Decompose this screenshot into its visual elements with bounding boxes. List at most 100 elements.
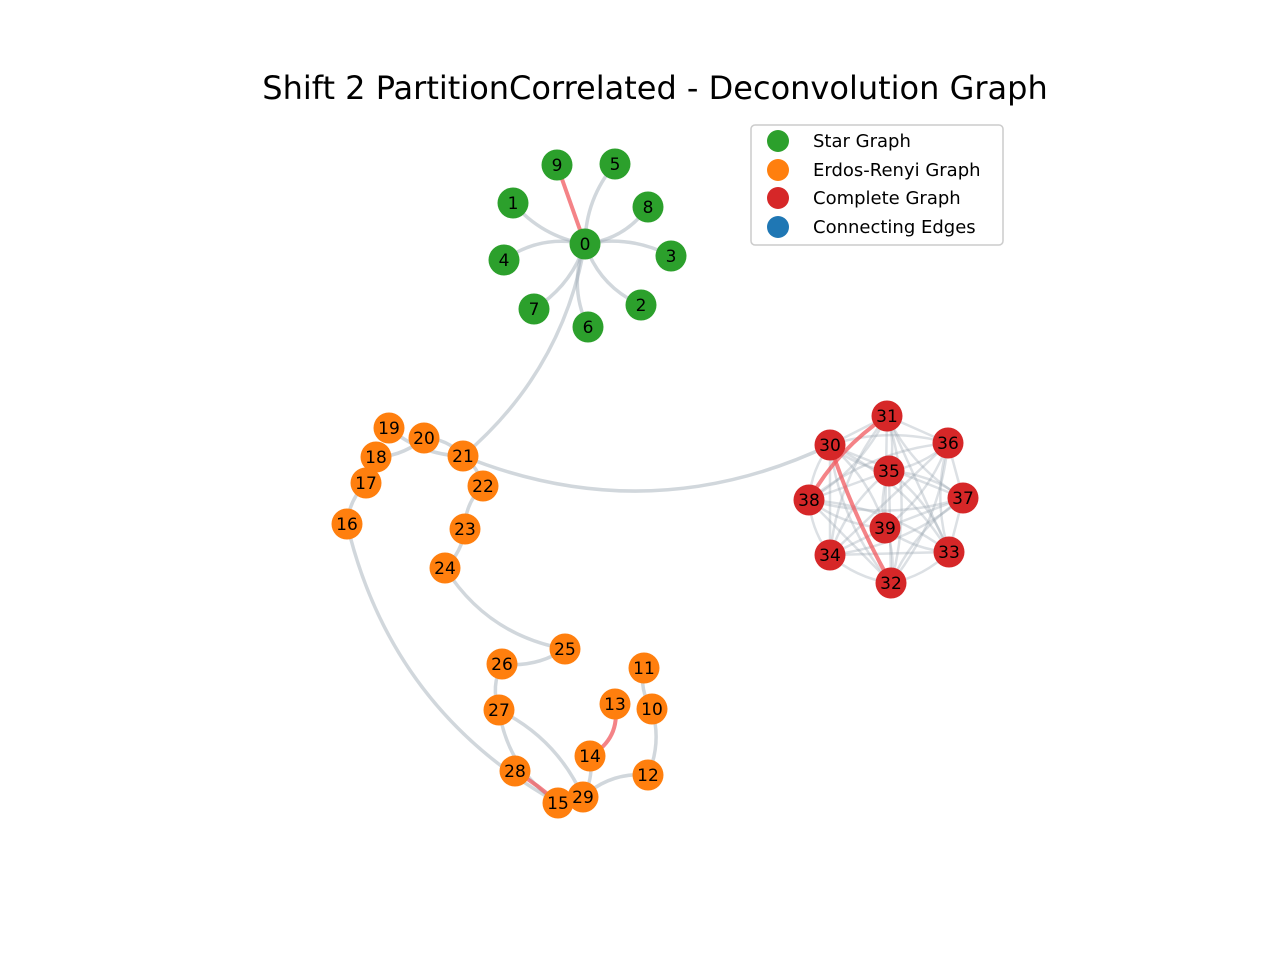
node-marker	[632, 759, 664, 791]
node-label: 33	[938, 543, 960, 563]
complete-graph-edge	[807, 496, 965, 512]
legend-marker-complete	[767, 187, 789, 209]
graph-node-1: 1	[497, 187, 529, 219]
highlighted-edge	[828, 443, 893, 585]
node-marker	[429, 552, 461, 584]
node-label: 22	[472, 477, 494, 497]
graph-node-27: 27	[483, 694, 515, 726]
graph-node-0: 0	[569, 228, 601, 260]
graph-node-30: 30	[814, 429, 846, 461]
graph-node-13: 13	[599, 688, 631, 720]
node-marker	[793, 484, 825, 516]
complete-graph-edge	[828, 414, 889, 557]
node-label: 28	[504, 762, 526, 782]
node-label: 36	[937, 434, 959, 454]
node-marker	[572, 311, 604, 343]
node-label: 0	[580, 235, 591, 255]
node-marker	[567, 781, 599, 813]
graph-node-21: 21	[447, 440, 479, 472]
graph-node-24: 24	[429, 552, 461, 584]
graph-node-14: 14	[574, 740, 606, 772]
node-label: 14	[579, 747, 601, 767]
node-label: 1	[508, 194, 519, 214]
node-marker	[549, 633, 581, 665]
graph-node-32: 32	[875, 567, 907, 599]
legend: Star Graph Erdos-Renyi Graph Complete Gr…	[750, 124, 1004, 246]
node-label: 12	[637, 766, 659, 786]
graph-node-33: 33	[933, 536, 965, 568]
graph-node-10: 10	[636, 693, 668, 725]
node-label: 35	[878, 462, 900, 482]
graph-node-20: 20	[408, 422, 440, 454]
node-marker	[933, 536, 965, 568]
node-marker	[360, 441, 392, 473]
legend-marker-connecting	[767, 216, 789, 238]
graph-node-35: 35	[873, 455, 905, 487]
graph-node-36: 36	[932, 427, 964, 459]
node-marker	[449, 513, 481, 545]
legend-marker-star	[767, 130, 789, 152]
graph-node-17: 17	[350, 467, 382, 499]
node-label: 27	[488, 701, 510, 721]
graph-node-22: 22	[467, 470, 499, 502]
node-label: 25	[554, 640, 576, 660]
graph-edge	[461, 242, 587, 458]
node-label: 32	[880, 574, 902, 594]
node-label: 30	[819, 436, 841, 456]
node-marker	[350, 467, 382, 499]
node-label: 20	[413, 429, 435, 449]
node-marker	[542, 787, 574, 819]
graph-node-38: 38	[793, 484, 825, 516]
graph-node-6: 6	[572, 311, 604, 343]
node-label: 31	[876, 407, 898, 427]
node-label: 7	[529, 300, 540, 320]
graph-edge	[461, 443, 832, 493]
node-marker	[497, 187, 529, 219]
node-label: 8	[643, 198, 654, 218]
node-label: 21	[452, 447, 474, 467]
node-marker	[373, 412, 405, 444]
node-marker	[871, 400, 903, 432]
legend-frame	[750, 124, 1004, 246]
node-label: 15	[547, 794, 569, 814]
node-label: 9	[552, 156, 563, 176]
complete-graph-edge	[828, 443, 951, 554]
node-label: 13	[604, 695, 626, 715]
node-marker	[947, 482, 979, 514]
graph-edge	[443, 566, 567, 651]
legend-marker-erdos	[767, 159, 789, 181]
node-marker	[873, 455, 905, 487]
node-label: 4	[499, 251, 510, 271]
node-marker	[814, 429, 846, 461]
graph-node-3: 3	[655, 240, 687, 272]
complete-graph-edge	[885, 414, 903, 585]
legend-label-connecting: Connecting Edges	[813, 217, 976, 238]
node-marker	[569, 228, 601, 260]
node-marker	[483, 694, 515, 726]
node-label: 11	[633, 659, 655, 679]
complete-graph-edge	[828, 496, 965, 557]
node-label: 2	[636, 296, 647, 316]
graph-node-9: 9	[541, 149, 573, 181]
graph-node-37: 37	[947, 482, 979, 514]
graph-node-39: 39	[869, 512, 901, 544]
node-marker	[467, 470, 499, 502]
graph-node-11: 11	[628, 652, 660, 684]
node-label: 5	[610, 155, 621, 175]
graph-node-25: 25	[549, 633, 581, 665]
node-marker	[932, 427, 964, 459]
node-label: 26	[491, 655, 513, 675]
graph-edge	[497, 708, 560, 805]
graph-node-28: 28	[499, 755, 531, 787]
node-label: 16	[336, 515, 358, 535]
node-marker	[814, 539, 846, 571]
complete-graph-edge	[828, 441, 950, 557]
graph-node-19: 19	[373, 412, 405, 444]
graph-node-15: 15	[542, 787, 574, 819]
node-marker	[599, 148, 631, 180]
node-marker	[628, 652, 660, 684]
graph-node-26: 26	[486, 648, 518, 680]
complete-graph-edge	[885, 414, 951, 554]
